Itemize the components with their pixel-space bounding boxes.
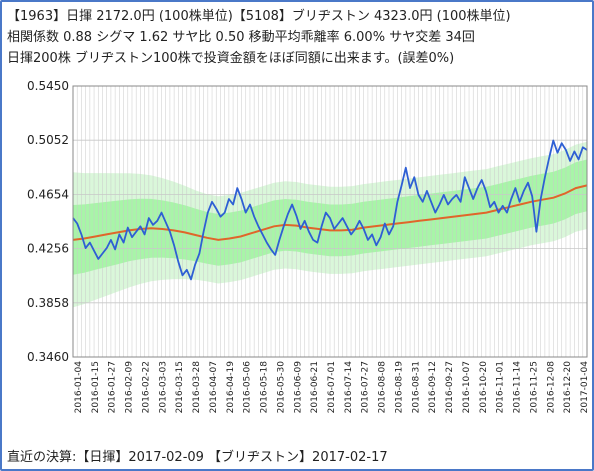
x-tick-label: 2016-03-15 <box>175 361 185 413</box>
pair-header-investment-note: 日揮200株 ブリヂストン100株で投資金額をほぼ同額に出来ます。(誤差0%) <box>7 51 455 66</box>
x-tick-label: 2016-11-01 <box>496 361 506 413</box>
x-tick-label: 2016-12-20 <box>563 361 573 414</box>
x-tick-label: 2016-09-27 <box>445 361 455 413</box>
x-tick-label: 2016-08-08 <box>378 361 388 414</box>
y-tick-label: 0.3858 <box>27 296 69 310</box>
grid-layer <box>72 85 588 358</box>
x-tick-label: 2016-12-08 <box>546 361 556 414</box>
x-tick-label: 2016-01-27 <box>108 361 118 413</box>
x-tick-label: 2016-06-09 <box>293 361 303 414</box>
x-tick-label: 2016-04-19 <box>226 361 236 414</box>
pair-header-statistics: 相関係数 0.88 シグマ 1.62 サヤ比 0.50 移動平均乖離率 6.00… <box>7 30 475 45</box>
x-tick-label: 2016-10-07 <box>462 361 472 413</box>
x-tick-label: 2016-02-09 <box>125 361 135 414</box>
x-tick-label: 2016-03-03 <box>158 361 168 413</box>
plot-area-border <box>72 85 588 358</box>
x-tick-label: 2016-02-22 <box>141 361 151 413</box>
series-layer <box>72 139 588 281</box>
x-tick-label: 2016-05-18 <box>260 361 270 414</box>
y-tick-label: 0.5450 <box>27 79 69 93</box>
x-tick-label: 2016-08-19 <box>394 361 404 414</box>
axis-layer: 0.5450 0.5052 0.4654 0.4256 0.3858 0.3460 2016… <box>27 79 590 413</box>
x-tick-label: 2016-10-20 <box>479 361 489 414</box>
pair-header-prices: 【1963】日揮 2172.0円 (100株単位)【5108】ブリヂストン 43… <box>7 9 511 24</box>
price-ratio-line <box>72 139 588 281</box>
x-tick-label: 2016-11-25 <box>529 361 539 413</box>
y-tick-label: 0.3460 <box>27 350 69 364</box>
x-tick-label: 2016-08-31 <box>411 361 421 413</box>
y-tick-label: 0.4256 <box>27 242 69 256</box>
x-tick-label: 2016-07-01 <box>327 361 337 413</box>
x-tick-label: 2016-01-15 <box>91 361 101 413</box>
ratio-line-chart: 0.5450 0.5052 0.4654 0.4256 0.3858 0.3460 2016… <box>27 79 590 413</box>
y-tick-label: 0.4654 <box>27 187 69 201</box>
x-tick-label: 2016-04-07 <box>209 361 219 413</box>
x-tick-label: 2016-01-04 <box>74 361 84 414</box>
x-tick-label: 2016-05-30 <box>276 361 286 414</box>
x-tick-label: 2016-03-28 <box>192 361 202 414</box>
x-tick-label: 2017-01-04 <box>580 361 590 414</box>
x-tick-label: 2016-05-06 <box>243 361 253 414</box>
x-tick-label: 2016-07-14 <box>344 361 354 414</box>
earnings-dates-footer: 直近の決算:【日揮】2017-02-09 【ブリヂストン】2017-02-17 <box>7 450 388 465</box>
y-tick-label: 0.5052 <box>27 133 69 147</box>
x-tick-label: 2016-06-21 <box>310 361 320 413</box>
x-tick-label: 2016-07-27 <box>361 361 371 413</box>
x-tick-label: 2016-09-12 <box>428 361 438 413</box>
x-tick-label: 2016-11-14 <box>513 361 523 414</box>
